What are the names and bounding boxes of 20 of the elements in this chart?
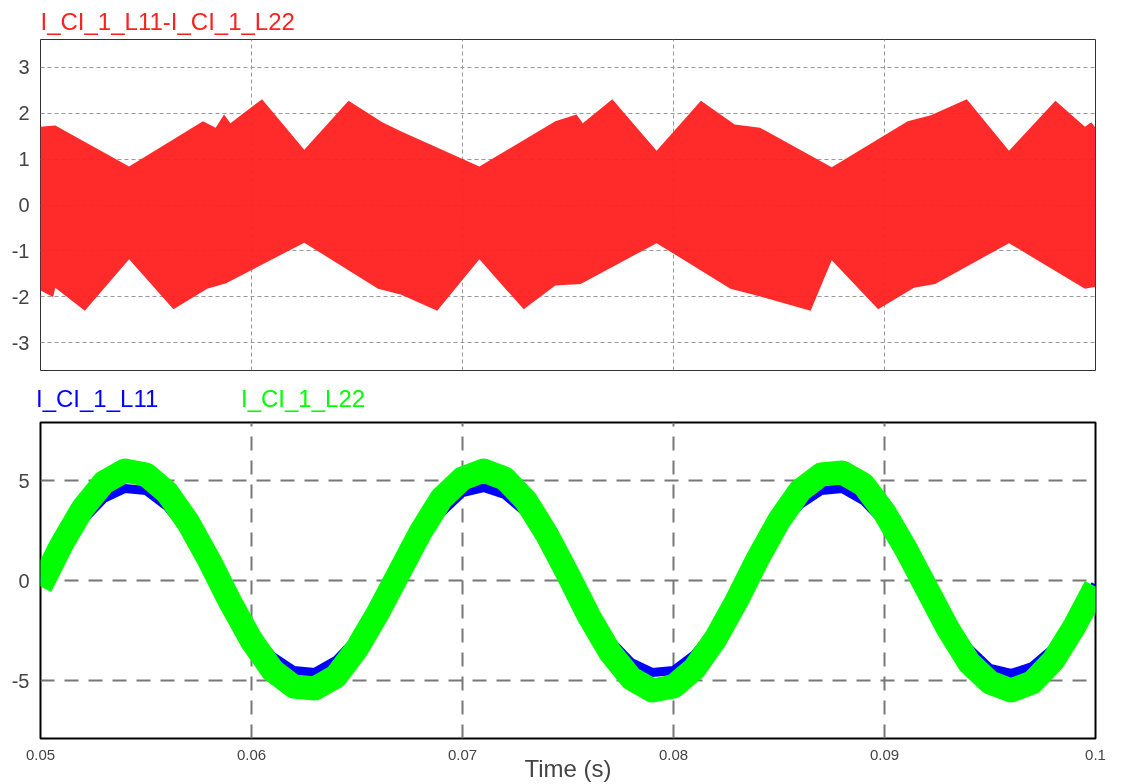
y-tick-label: 0 bbox=[18, 569, 30, 592]
y-tick-label: 0 bbox=[18, 194, 30, 216]
x-tick-label: 0.08 bbox=[658, 745, 689, 763]
y-tick-label: -1 bbox=[11, 239, 30, 262]
x-axis-title: Time (s) bbox=[524, 754, 612, 782]
y-tick-label: -3 bbox=[11, 331, 30, 354]
chart-title: I_CI_1_L11-I_CI_1_L22 bbox=[40, 7, 295, 35]
x-tick-label: 0.07 bbox=[447, 745, 478, 763]
text: I_CI_1_L22 bbox=[241, 385, 367, 413]
y-tick-label: 2 bbox=[18, 102, 30, 125]
y-tick-label: -5 bbox=[11, 669, 30, 692]
x-tick-label: 0.1 bbox=[1085, 745, 1106, 763]
y-tick-label: 5 bbox=[18, 469, 30, 492]
text: I_CI_1_L11 bbox=[36, 385, 160, 413]
x-tick-label: 0.09 bbox=[869, 745, 900, 763]
y-tick-label: 3 bbox=[18, 56, 30, 79]
x-tick-label: 0.05 bbox=[25, 745, 56, 763]
y-tick-label: -2 bbox=[11, 285, 30, 308]
x-tick-label: 0.06 bbox=[236, 745, 267, 763]
y-tick-label: 1 bbox=[18, 148, 30, 171]
